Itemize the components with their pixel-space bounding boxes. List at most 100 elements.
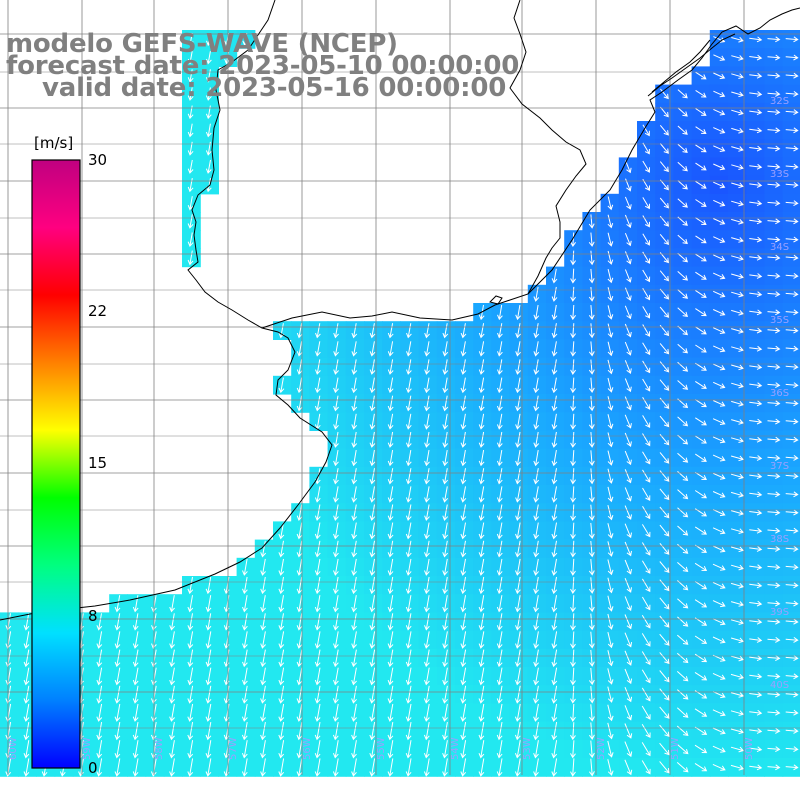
wind-arrow (333, 377, 339, 394)
wind-arrow (496, 576, 503, 595)
wind-arrow (713, 90, 726, 98)
wind-arrow (533, 377, 540, 394)
wind-arrow (695, 126, 707, 135)
wind-arrow (187, 159, 194, 174)
lon-label: 51W (670, 737, 681, 760)
wind-arrow (296, 359, 303, 375)
wind-arrow (659, 124, 669, 136)
wind-arrow (424, 468, 430, 485)
wind-arrow (442, 649, 448, 668)
wind-arrow (588, 268, 595, 284)
wind-arrow (624, 323, 632, 338)
wind-arrow (588, 395, 595, 412)
wind-arrow (660, 106, 669, 118)
wind-arrow (588, 232, 595, 247)
wind-arrow (460, 631, 467, 649)
wind-arrow (785, 418, 799, 425)
wind-arrow (187, 595, 194, 613)
wind-arrow (369, 413, 376, 430)
wind-arrow (442, 486, 449, 503)
wind-arrow (169, 631, 175, 649)
wind-arrow (570, 504, 577, 522)
wind-arrow (533, 522, 540, 540)
wind-arrow (187, 232, 194, 248)
wind-arrow (624, 687, 633, 703)
wind-arrow (333, 540, 339, 558)
wind-arrow (767, 72, 781, 79)
wind-arrow (713, 127, 726, 134)
wind-arrow (551, 359, 558, 375)
wind-arrow (749, 218, 763, 225)
wind-arrow (767, 582, 781, 589)
wind-arrow (460, 758, 467, 777)
wind-arrow (515, 377, 521, 394)
wind-arrow (785, 454, 799, 461)
wind-arrow (588, 377, 595, 394)
wind-arrow (169, 722, 175, 741)
wind-arrow (187, 51, 194, 65)
wind-arrow (767, 145, 781, 152)
wind-arrow (607, 250, 614, 265)
wind-arrow (730, 710, 745, 716)
wind-arrow (676, 725, 689, 737)
wind-arrow (260, 576, 266, 595)
wind-arrow (278, 631, 285, 649)
wind-arrow (442, 323, 449, 339)
wind-arrow (551, 377, 558, 394)
wind-arrow (712, 581, 726, 589)
wind-arrow (694, 635, 708, 644)
wind-arrow (785, 527, 799, 534)
wind-arrow (114, 613, 121, 631)
wind-arrow (515, 595, 521, 613)
wind-arrow (677, 289, 689, 299)
wind-arrow (677, 161, 688, 172)
wind-arrow (767, 109, 781, 116)
wind-arrow (713, 236, 726, 243)
wind-arrow (767, 363, 781, 370)
wind-arrow (785, 90, 799, 97)
wind-arrow (551, 431, 558, 448)
wind-arrow (533, 486, 540, 503)
wind-arrow (423, 758, 430, 777)
wind-arrow (641, 669, 651, 684)
wind-arrow (551, 341, 558, 357)
wind-arrow (533, 286, 540, 302)
wind-arrow (387, 341, 394, 357)
wind-arrow (369, 341, 376, 357)
wind-arrow (607, 196, 614, 211)
wind-arrow (749, 109, 763, 116)
wind-arrow (369, 595, 376, 613)
wind-arrow (405, 740, 412, 759)
wind-arrow (749, 400, 763, 407)
wind-arrow (659, 597, 670, 610)
wind-arrow (96, 758, 103, 777)
wind-arrow (387, 758, 394, 777)
wind-arrow (642, 306, 651, 319)
wind-arrow (749, 200, 763, 207)
wind-arrow (478, 631, 485, 649)
wind-arrow (624, 614, 633, 630)
wind-arrow (23, 613, 30, 631)
wind-arrow (314, 613, 321, 631)
wind-arrow (677, 598, 689, 609)
wind-arrow (749, 473, 763, 480)
wind-arrow (785, 363, 799, 370)
colorbar-tick-15: 15 (88, 454, 108, 472)
wind-arrow (731, 218, 744, 225)
wind-arrow (533, 304, 540, 321)
wind-arrow (497, 323, 503, 339)
wind-arrow (460, 667, 467, 686)
wind-arrow (767, 127, 781, 134)
wind-arrow (114, 740, 121, 759)
wind-arrow (405, 377, 412, 394)
wind-arrow (731, 182, 744, 189)
wind-arrow (551, 558, 558, 576)
wind-arrow (607, 377, 614, 393)
wind-arrow (296, 341, 303, 357)
wind-arrow (731, 291, 744, 298)
wind-arrow (169, 595, 175, 613)
wind-arrow (730, 692, 745, 698)
wind-arrow (351, 576, 357, 595)
wind-arrow (677, 125, 688, 135)
wind-arrow (570, 613, 576, 631)
